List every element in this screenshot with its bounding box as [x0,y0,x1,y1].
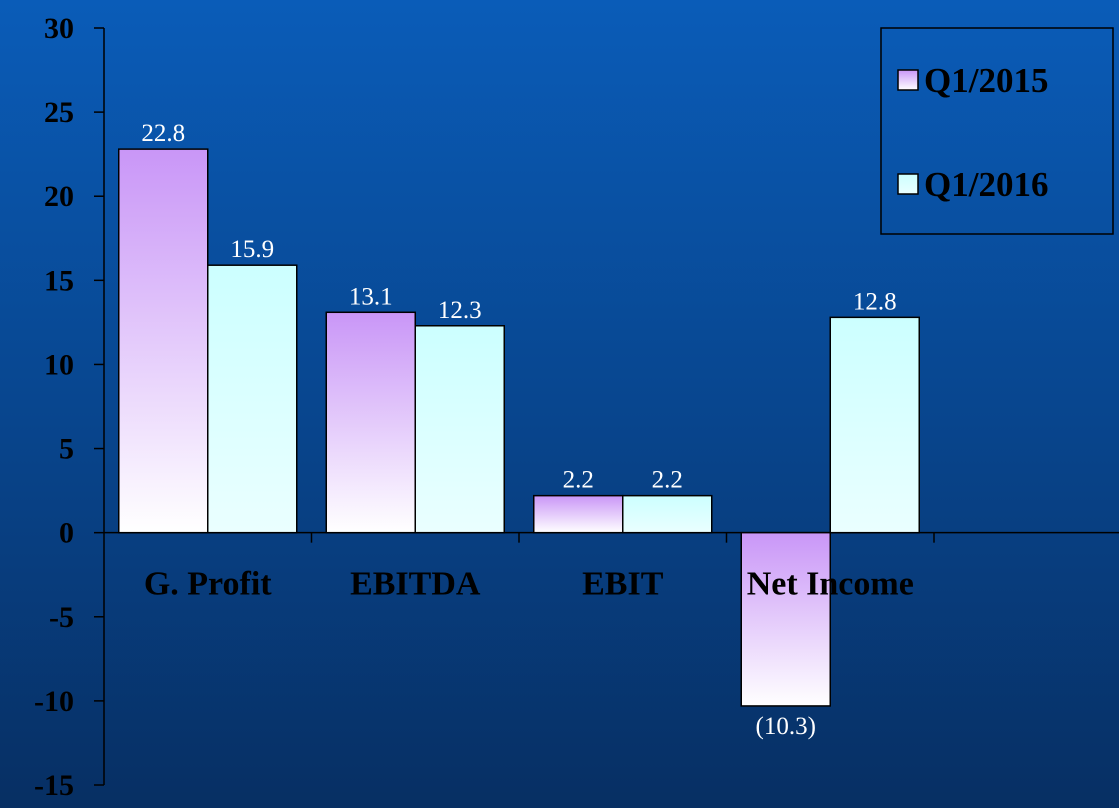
legend-swatch [897,69,919,91]
y-tick-label: 10 [44,348,74,381]
axes: 30 25 20 15 10 5 0 -5 -10 -15 [34,12,1119,802]
bar [533,494,624,534]
legend: Q1/2015 Q1/2016 [880,27,1114,235]
legend-label: Q1/2016 [924,165,1048,204]
data-label: 2.2 [563,467,594,494]
category-label: EBITDA [350,566,481,603]
y-tick-label: 0 [59,517,74,550]
y-tick-label: -5 [49,601,74,634]
data-label: 12.8 [853,288,897,315]
bar [118,148,209,534]
data-label: 22.8 [141,120,185,147]
y-tick-label: -10 [34,685,74,718]
y-tick-label: 15 [44,264,74,297]
labels: G. Profit EBITDA EBIT Net Income 22.8 13.1 2.2… [141,120,913,740]
y-tick-label: 5 [59,433,74,466]
bars [118,148,920,707]
category-label: EBIT [582,566,664,603]
data-label: 2.2 [652,467,683,494]
legend-swatch [897,173,919,195]
y-tick-label: 25 [44,96,74,129]
bar [414,325,505,534]
bar [740,531,831,707]
data-label: (10.3) [756,713,816,740]
bar [622,494,713,534]
bar [829,316,920,534]
category-label: Net Income [747,566,914,603]
y-tick-label: -15 [34,769,74,802]
data-label: 13.1 [349,283,393,310]
bar [207,264,298,534]
data-label: 15.9 [230,236,274,263]
legend-box [880,27,1114,235]
data-label: 12.3 [438,297,482,324]
bar [325,311,416,534]
category-label: G. Profit [144,566,272,603]
y-tick-label: 20 [44,180,74,213]
legend-label: Q1/2015 [924,61,1048,100]
y-tick-label: 30 [44,12,74,45]
